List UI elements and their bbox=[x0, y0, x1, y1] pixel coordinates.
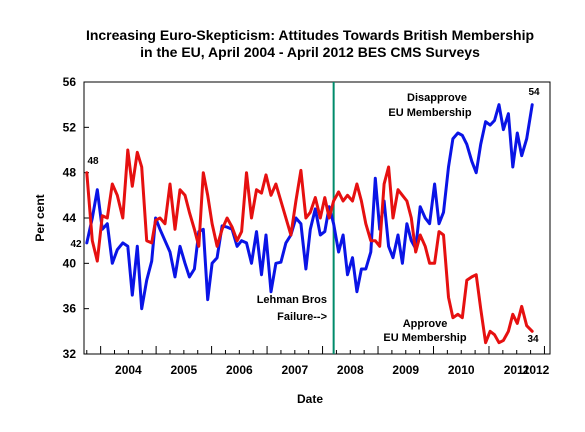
approve-annotation-line1: Approve bbox=[403, 318, 448, 330]
y-axis-label: Per cent bbox=[33, 194, 47, 241]
x-tick-label: 2009 bbox=[392, 363, 419, 377]
chart-title-line1: Increasing Euro-Skepticism: Attitudes To… bbox=[86, 27, 534, 43]
x-axis-label: Date bbox=[297, 392, 323, 406]
x-tick-label: 2006 bbox=[226, 363, 253, 377]
x-tick-label: 2011 bbox=[504, 363, 530, 377]
x-tick-label: 2012 bbox=[523, 363, 550, 377]
lehman-annotation-line1: Lehman Bros bbox=[257, 294, 327, 306]
y-tick-label: 32 bbox=[63, 347, 77, 361]
chart-title-line2: in the EU, April 2004 - April 2012 BES C… bbox=[140, 44, 480, 60]
disapprove-end-label: 54 bbox=[528, 87, 540, 98]
approve-annotation-line2: EU Membership bbox=[383, 332, 466, 344]
x-tick-label: 2008 bbox=[337, 363, 364, 377]
y-tick-label: 48 bbox=[63, 166, 77, 180]
y-tick-label: 40 bbox=[63, 256, 77, 270]
y-axis: 32 36 40 44 48 52 56 bbox=[63, 75, 89, 361]
y-tick-label: 36 bbox=[63, 302, 77, 316]
lehman-annotation-line2: Failure--> bbox=[277, 311, 327, 323]
approve-start-label: 48 bbox=[87, 156, 99, 167]
x-tick-label: 2004 bbox=[115, 363, 142, 377]
x-tick-label: 2010 bbox=[448, 363, 475, 377]
series-layer bbox=[85, 103, 534, 345]
x-tick-label: 2007 bbox=[281, 363, 308, 377]
y-tick-label: 44 bbox=[63, 211, 77, 225]
disapprove-annotation-line2: EU Membership bbox=[388, 107, 471, 119]
disapprove-annotation-line1: Disapprove bbox=[407, 92, 467, 104]
disapprove-start-label: 42 bbox=[70, 239, 82, 250]
series-line-approve bbox=[85, 148, 534, 345]
series-line-disapprove bbox=[85, 103, 534, 311]
y-tick-label: 52 bbox=[63, 120, 77, 134]
y-tick-label: 56 bbox=[63, 75, 77, 89]
approve-end-label: 34 bbox=[527, 334, 539, 345]
x-tick-label: 2005 bbox=[171, 363, 198, 377]
